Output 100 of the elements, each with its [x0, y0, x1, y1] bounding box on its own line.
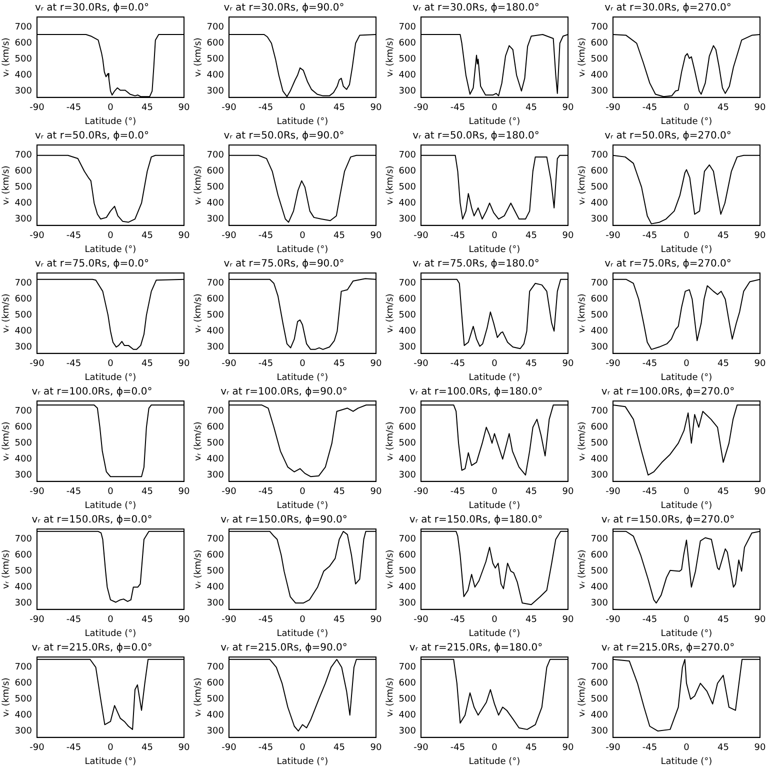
y-tick-label: 300 [206, 214, 224, 224]
x-axis-title: Latitude (°) [276, 372, 328, 383]
y-tick-label: 300 [590, 598, 608, 608]
chart-title: vᵣ at r=100.0Rs, ϕ=0.0° [32, 386, 152, 398]
y-tick-label: 500 [206, 694, 224, 705]
x-tick-label: 90 [370, 743, 382, 754]
x-tick-label: 0 [684, 615, 690, 626]
y-tick-label: 500 [14, 694, 32, 705]
y-tick-label: 700 [14, 22, 32, 33]
y-tick-label: 600 [590, 38, 608, 49]
x-axis-title: Latitude (°) [468, 500, 520, 511]
x-tick-label: -90 [30, 615, 45, 626]
x-tick-label: -90 [30, 103, 45, 114]
x-tick-label: 90 [178, 231, 190, 242]
y-tick-label: 700 [206, 406, 224, 417]
x-tick-label: -45 [450, 743, 466, 754]
x-tick-label: -45 [66, 359, 82, 370]
x-tick-label: -45 [258, 359, 274, 370]
y-tick-label: 400 [398, 582, 416, 592]
x-tick-label: 0 [108, 231, 114, 242]
x-tick-label: 45 [718, 615, 729, 626]
y-tick-label: 400 [206, 70, 224, 80]
x-tick-label: 0 [108, 103, 114, 114]
x-tick-label: 45 [718, 359, 729, 370]
x-tick-label: -45 [258, 615, 274, 626]
x-axis-title: Latitude (°) [468, 244, 520, 255]
y-tick-label: 600 [590, 166, 608, 177]
y-tick-label: 700 [206, 278, 224, 289]
y-tick-label: 400 [206, 710, 224, 720]
x-tick-label: -45 [450, 359, 466, 370]
x-tick-label: -90 [414, 359, 429, 370]
y-axis-title: vᵣ (km/s) [2, 678, 12, 717]
y-tick-label: 300 [590, 214, 608, 224]
x-tick-label: -90 [606, 103, 621, 114]
y-tick-label: 500 [398, 566, 416, 577]
x-tick-label: -45 [450, 103, 466, 114]
x-tick-label: -45 [450, 231, 466, 242]
y-tick-label: 700 [590, 22, 608, 33]
x-tick-label: -45 [66, 743, 82, 754]
y-tick-label: 400 [14, 198, 32, 208]
y-tick-label: 500 [14, 182, 32, 193]
y-tick-label: 600 [14, 678, 32, 689]
x-axis-title: Latitude (°) [84, 756, 136, 767]
y-tick-label: 700 [590, 406, 608, 417]
chart-title: vᵣ at r=75.0Rs, ϕ=0.0° [34, 258, 150, 270]
y-tick-label: 400 [14, 326, 32, 336]
x-tick-label: -90 [606, 743, 621, 754]
y-tick-label: 700 [398, 662, 416, 673]
x-tick-label: -45 [66, 103, 82, 114]
x-tick-label: 45 [718, 487, 729, 498]
y-tick-label: 700 [590, 534, 608, 545]
y-axis-title: vᵣ (km/s) [194, 550, 204, 589]
x-tick-label: 45 [334, 359, 345, 370]
y-axis-title: vᵣ (km/s) [386, 166, 396, 205]
x-tick-label: 90 [370, 359, 382, 370]
chart-title: vᵣ at r=75.0Rs, ϕ=270.0° [604, 258, 732, 270]
y-tick-label: 700 [14, 150, 32, 161]
y-tick-label: 400 [206, 198, 224, 208]
y-tick-label: 500 [398, 310, 416, 321]
y-axis-title: vᵣ (km/s) [2, 550, 12, 589]
x-tick-label: 45 [142, 487, 153, 498]
chart-title: vᵣ at r=75.0Rs, ϕ=180.0° [412, 258, 540, 270]
x-tick-label: 45 [526, 231, 537, 242]
x-tick-label: -90 [606, 231, 621, 242]
y-tick-label: 700 [398, 278, 416, 289]
x-tick-label: 0 [300, 487, 306, 498]
x-tick-label: 0 [684, 743, 690, 754]
x-tick-label: 90 [178, 615, 190, 626]
x-tick-label: -45 [258, 103, 274, 114]
x-tick-label: 45 [526, 103, 537, 114]
x-tick-label: 45 [334, 615, 345, 626]
x-tick-label: 0 [108, 359, 114, 370]
y-tick-label: 300 [398, 342, 416, 352]
x-axis-title: Latitude (°) [660, 628, 712, 639]
x-tick-label: 0 [300, 103, 306, 114]
y-tick-label: 300 [398, 86, 416, 96]
y-tick-label: 300 [206, 598, 224, 608]
x-tick-label: -45 [642, 615, 658, 626]
x-tick-label: 90 [754, 743, 766, 754]
chart-title: vᵣ at r=50.0Rs, ϕ=270.0° [604, 130, 732, 142]
x-tick-label: 90 [178, 487, 190, 498]
x-tick-label: 0 [300, 743, 306, 754]
x-tick-label: -45 [642, 103, 658, 114]
x-axis-title: Latitude (°) [660, 756, 712, 767]
x-tick-label: 0 [492, 359, 498, 370]
y-tick-label: 600 [206, 678, 224, 689]
x-axis-title: Latitude (°) [468, 116, 520, 127]
y-tick-label: 700 [14, 534, 32, 545]
x-tick-label: 45 [142, 359, 153, 370]
y-tick-label: 500 [590, 182, 608, 193]
x-tick-label: -90 [606, 487, 621, 498]
x-tick-label: -45 [450, 487, 466, 498]
y-tick-label: 700 [590, 150, 608, 161]
x-tick-label: -45 [258, 743, 274, 754]
x-axis-title: Latitude (°) [276, 756, 328, 767]
y-axis-title: vᵣ (km/s) [194, 166, 204, 205]
y-tick-label: 500 [590, 54, 608, 65]
y-tick-label: 500 [590, 438, 608, 449]
x-tick-label: 90 [754, 103, 766, 114]
x-tick-label: -45 [642, 743, 658, 754]
